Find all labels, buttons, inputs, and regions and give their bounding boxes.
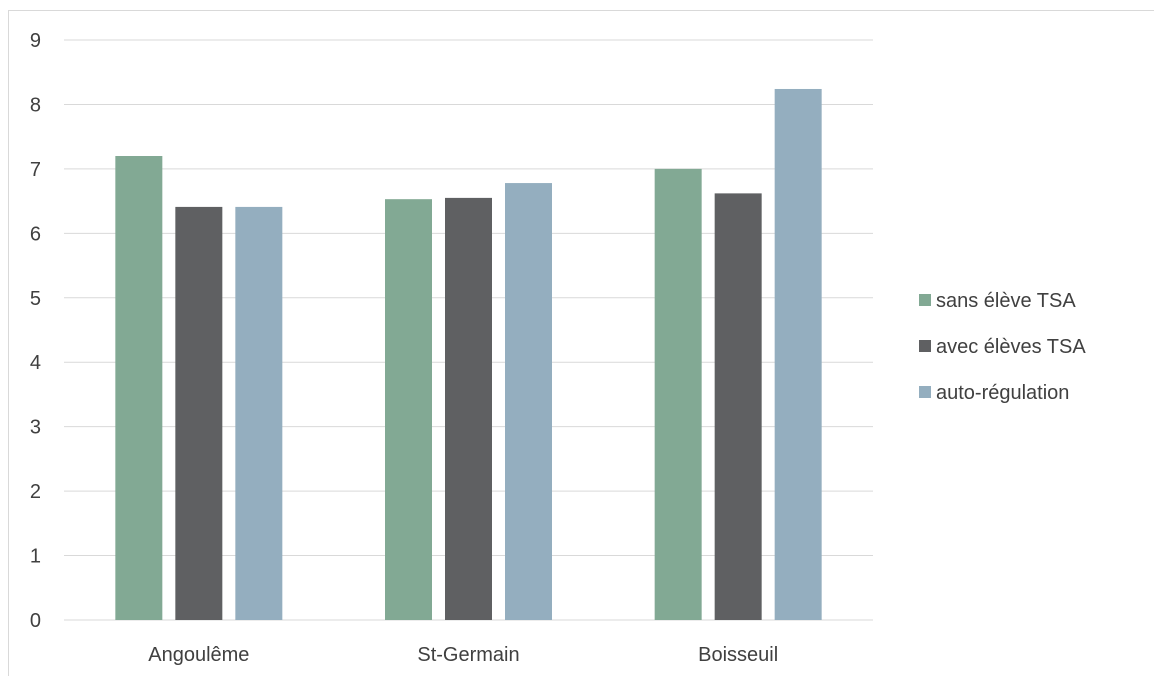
y-tick-label: 2 xyxy=(30,481,41,503)
legend-swatch xyxy=(919,386,931,398)
x-axis: Angoulême St-Germain Boisseuil xyxy=(148,644,778,666)
legend: sans élève TSA avec élèves TSA auto-régula… xyxy=(919,290,1086,404)
bar-0-2 xyxy=(235,206,283,620)
bar-0-1 xyxy=(175,206,223,620)
legend-swatch xyxy=(919,294,931,306)
bar-2-0 xyxy=(654,168,702,620)
y-tick-label: 9 xyxy=(30,30,41,52)
y-tick-label: 7 xyxy=(30,159,41,181)
x-category-label: Boisseuil xyxy=(698,644,778,666)
bar-2-2 xyxy=(774,88,822,620)
bar-1-1 xyxy=(445,197,492,620)
y-tick-label: 0 xyxy=(30,610,41,632)
y-tick-label: 4 xyxy=(30,352,41,374)
y-tick-label: 6 xyxy=(30,223,41,245)
bars xyxy=(115,88,822,621)
x-category-label: St-Germain xyxy=(417,644,519,666)
chart-frame xyxy=(8,10,1154,676)
legend-swatch xyxy=(919,340,931,352)
bar-1-2 xyxy=(505,183,552,621)
bar-1-0 xyxy=(385,199,432,620)
y-tick-label: 8 xyxy=(30,94,41,116)
y-tick-label: 5 xyxy=(30,288,41,310)
legend-label: auto-régulation xyxy=(936,382,1069,404)
legend-label: avec élèves TSA xyxy=(936,336,1086,358)
bar-2-1 xyxy=(714,193,762,620)
legend-label: sans élève TSA xyxy=(936,290,1076,312)
y-axis: 0 1 2 3 4 5 6 7 8 9 xyxy=(30,30,41,632)
y-tick-label: 1 xyxy=(30,546,41,568)
bar-0-0 xyxy=(115,156,163,620)
y-tick-label: 3 xyxy=(30,417,41,439)
x-category-label: Angoulême xyxy=(148,644,249,666)
